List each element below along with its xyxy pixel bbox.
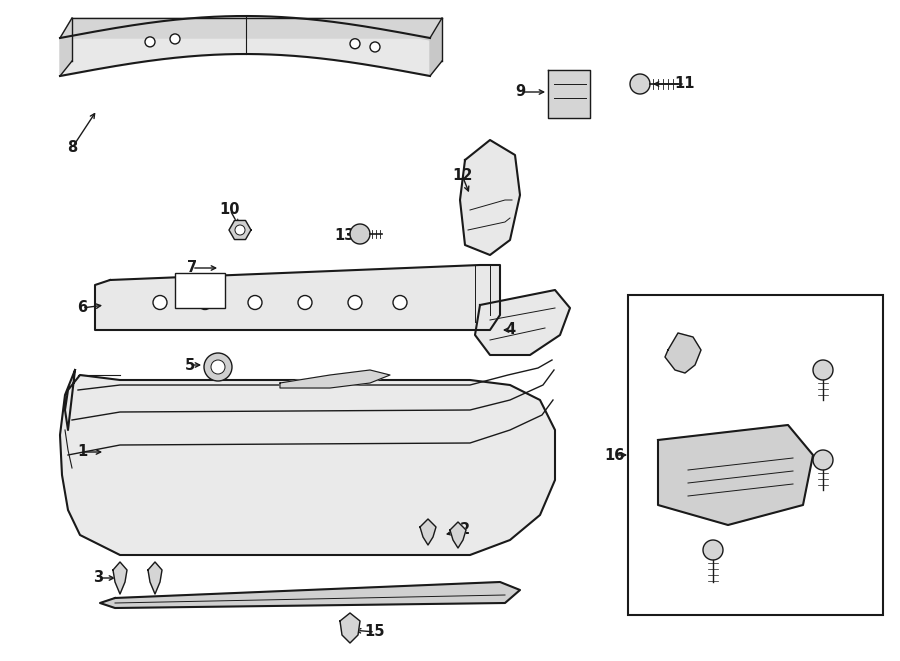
Text: 8: 8 — [67, 141, 77, 155]
Text: 2: 2 — [460, 522, 470, 537]
Polygon shape — [475, 290, 570, 355]
Text: 17: 17 — [797, 455, 818, 469]
Polygon shape — [113, 562, 127, 594]
Circle shape — [813, 450, 833, 470]
Circle shape — [298, 295, 312, 309]
Text: 4: 4 — [505, 323, 515, 338]
Circle shape — [248, 295, 262, 309]
Polygon shape — [430, 18, 442, 76]
Text: 14: 14 — [485, 588, 505, 602]
Text: 9: 9 — [515, 85, 525, 100]
Bar — [175, 273, 225, 308]
Text: 6: 6 — [76, 301, 87, 315]
Polygon shape — [100, 582, 520, 608]
Polygon shape — [229, 221, 251, 239]
Circle shape — [211, 360, 225, 374]
Text: 1: 1 — [76, 444, 87, 459]
Text: 15: 15 — [364, 625, 385, 639]
Text: 12: 12 — [452, 167, 472, 182]
Polygon shape — [60, 18, 442, 38]
Polygon shape — [450, 522, 466, 548]
Circle shape — [703, 540, 723, 560]
Circle shape — [370, 42, 380, 52]
Text: 10: 10 — [220, 202, 240, 217]
Circle shape — [235, 225, 245, 235]
Circle shape — [348, 295, 362, 309]
Text: 19: 19 — [797, 350, 818, 366]
Circle shape — [170, 34, 180, 44]
Circle shape — [198, 295, 212, 309]
Polygon shape — [60, 18, 72, 76]
Polygon shape — [148, 562, 162, 594]
Text: 16: 16 — [605, 447, 626, 463]
Circle shape — [813, 360, 833, 380]
Polygon shape — [548, 70, 590, 118]
Circle shape — [350, 224, 370, 244]
Text: 13: 13 — [335, 227, 356, 243]
Text: 5: 5 — [184, 358, 195, 373]
Polygon shape — [60, 370, 555, 555]
Bar — [628, 295, 883, 615]
Polygon shape — [280, 370, 390, 388]
Circle shape — [204, 353, 232, 381]
Polygon shape — [95, 265, 500, 330]
Text: 7: 7 — [187, 260, 197, 276]
Polygon shape — [658, 425, 813, 525]
Polygon shape — [665, 333, 701, 373]
Circle shape — [350, 39, 360, 49]
Polygon shape — [460, 140, 520, 255]
Circle shape — [145, 37, 155, 47]
Text: 18: 18 — [797, 547, 818, 563]
Polygon shape — [340, 613, 360, 643]
Text: 3: 3 — [93, 570, 104, 586]
Text: 11: 11 — [675, 77, 695, 91]
Polygon shape — [420, 519, 436, 545]
Circle shape — [153, 295, 167, 309]
Circle shape — [393, 295, 407, 309]
Circle shape — [630, 74, 650, 94]
